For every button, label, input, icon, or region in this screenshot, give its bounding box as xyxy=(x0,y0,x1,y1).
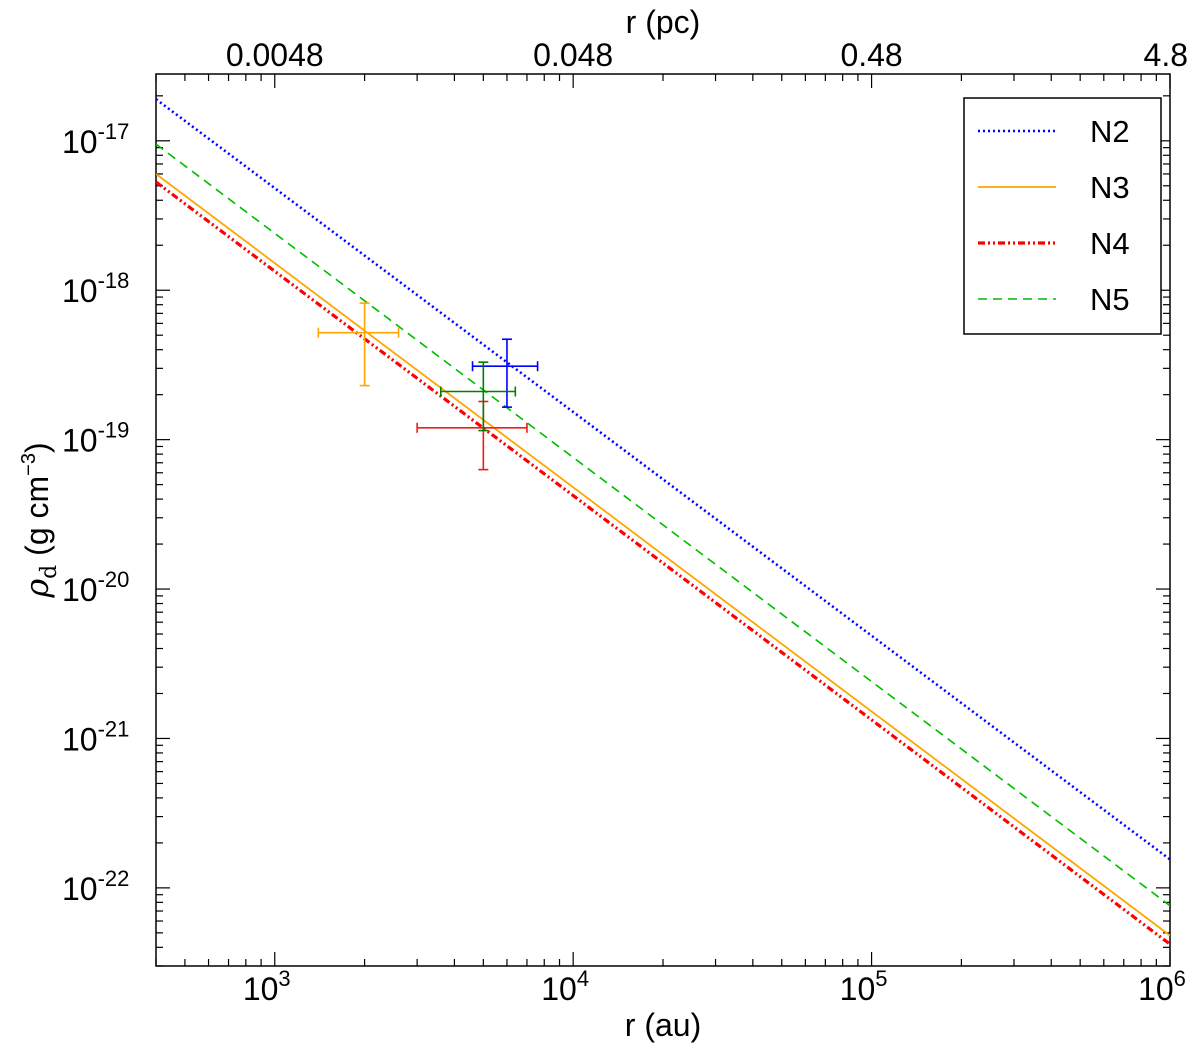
x-axis-title: r (au) xyxy=(625,1007,701,1043)
y-axis-title-symbol: ρ xyxy=(18,579,56,599)
x-tick-label-base: 10 xyxy=(1138,971,1174,1007)
y-tick-label-exponent: -19 xyxy=(98,418,130,443)
y-tick-label: 10-18 xyxy=(62,268,129,309)
y-tick-label-base: 10 xyxy=(62,273,98,309)
series-lines xyxy=(156,98,1170,946)
minor-ticks xyxy=(155,74,1170,967)
y-axis-title-unit-exponent: −3 xyxy=(18,453,40,476)
x-tick-label: 103 xyxy=(243,966,291,1007)
y-tick-label: 10-22 xyxy=(62,866,129,907)
y-axis-title: ρd (g cm−3) xyxy=(18,442,62,598)
y-axis-title-subscript: d xyxy=(37,565,62,579)
x-tick-label-base: 10 xyxy=(840,971,876,1007)
y-axis-title-close: ) xyxy=(19,442,55,453)
top-axis-title: r (pc) xyxy=(626,4,701,40)
top-tick-label: 0.0048 xyxy=(226,37,324,73)
y-tick-label-base: 10 xyxy=(62,423,98,459)
x-axis-tick-labels: 103 104 105 106 xyxy=(243,966,1186,1007)
top-tick-label: 0.48 xyxy=(840,37,902,73)
major-ticks xyxy=(156,74,1171,966)
legend: N2 N3 N4 N5 xyxy=(963,97,1162,335)
legend-box xyxy=(963,97,1162,335)
y-tick-label: 10-21 xyxy=(62,716,129,757)
x-tick-label-exponent: 4 xyxy=(577,966,589,991)
y-axis-title-unit: (g cm xyxy=(19,476,55,565)
series-line-n4 xyxy=(156,180,1170,946)
legend-label-n4: N4 xyxy=(1090,226,1130,261)
top-axis-tick-labels: 0.0048 0.048 0.48 4.8 xyxy=(226,37,1188,73)
legend-label-n3: N3 xyxy=(1090,170,1130,205)
y-tick-label-base: 10 xyxy=(62,871,98,907)
x-tick-label-exponent: 3 xyxy=(278,966,290,991)
legend-label-n5: N5 xyxy=(1090,282,1130,317)
top-tick-label: 4.8 xyxy=(1144,37,1188,73)
x-tick-label: 106 xyxy=(1138,966,1186,1007)
x-tick-label-base: 10 xyxy=(243,971,279,1007)
y-tick-label-base: 10 xyxy=(62,572,98,608)
y-tick-label-exponent: -20 xyxy=(98,567,130,592)
y-tick-label-exponent: -21 xyxy=(98,716,130,741)
series-line-n3 xyxy=(156,173,1170,937)
x-tick-label-exponent: 5 xyxy=(875,966,887,991)
legend-label-n2: N2 xyxy=(1090,114,1130,149)
y-tick-label: 10-19 xyxy=(62,418,129,459)
top-tick-label: 0.048 xyxy=(533,37,613,73)
series-line-n2 xyxy=(156,98,1170,861)
y-tick-label-exponent: -22 xyxy=(98,866,130,891)
x-tick-label: 104 xyxy=(541,966,589,1007)
y-tick-label: 10-17 xyxy=(62,119,129,160)
x-tick-label-base: 10 xyxy=(541,971,577,1007)
series-line-n5 xyxy=(156,143,1170,907)
y-tick-label-exponent: -17 xyxy=(98,119,130,144)
y-tick-label-base: 10 xyxy=(62,124,98,160)
y-tick-label-base: 10 xyxy=(62,721,98,757)
x-tick-label-exponent: 6 xyxy=(1174,966,1186,991)
x-tick-label: 105 xyxy=(840,966,888,1007)
y-tick-label: 10-20 xyxy=(62,567,129,608)
y-tick-label-exponent: -18 xyxy=(98,268,130,293)
data-points xyxy=(317,302,539,471)
